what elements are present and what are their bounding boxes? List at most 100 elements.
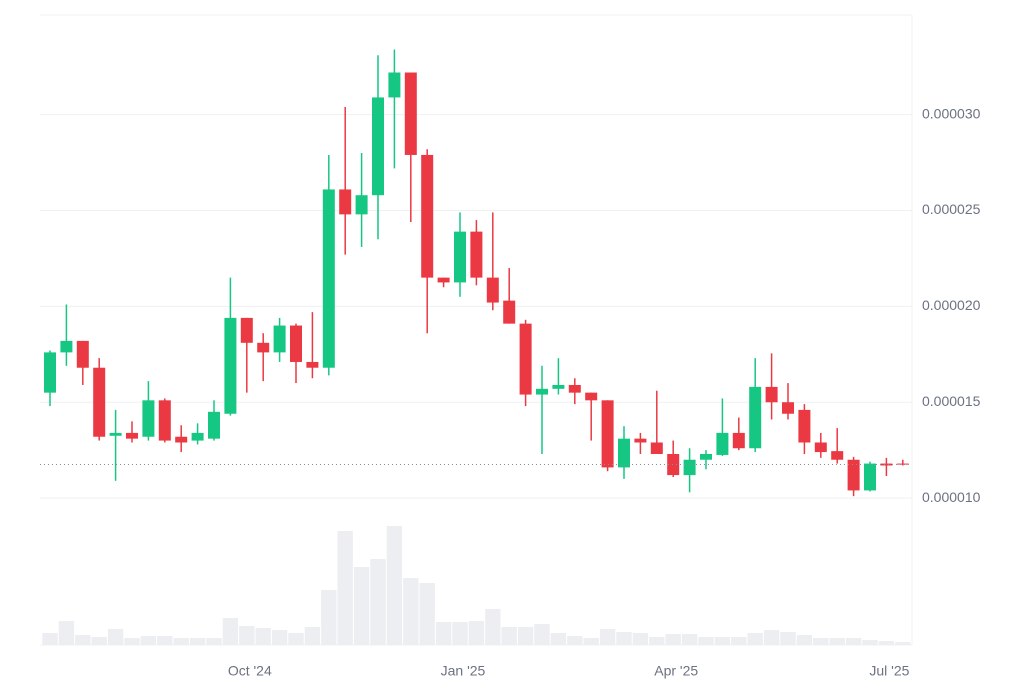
volume-bar: [75, 635, 91, 645]
candle-body: [257, 342, 270, 353]
volume-bar: [763, 630, 780, 645]
candle-body: [109, 432, 122, 436]
candle-body: [437, 277, 450, 283]
volume-bar: [845, 638, 862, 645]
volume-bar: [222, 618, 239, 645]
y-tick-label: 0.000025: [922, 201, 981, 217]
candle-body: [568, 384, 581, 393]
candle-body: [536, 388, 548, 395]
volume-bar: [157, 636, 173, 645]
candle-body: [355, 195, 368, 215]
candle-body: [208, 411, 220, 439]
x-tick-label: Apr '25: [654, 663, 698, 679]
candle-body: [765, 386, 778, 403]
volume-bar: [271, 630, 288, 645]
candle-body: [404, 72, 417, 155]
volume-bar: [698, 637, 714, 645]
volume-bar: [599, 629, 616, 645]
candle-body: [814, 442, 827, 453]
y-tick-label: 0.000030: [922, 105, 981, 121]
candle-body: [650, 442, 663, 454]
candle-body: [552, 384, 565, 389]
candle-body: [76, 340, 89, 368]
candle-body: [864, 463, 876, 491]
candle-body: [224, 317, 237, 414]
volume-bar: [370, 559, 386, 645]
volume-bar: [780, 632, 796, 645]
candle-body: [618, 438, 630, 468]
candle-body: [290, 325, 302, 362]
volume-bar: [862, 640, 878, 645]
volume-bar: [337, 531, 353, 645]
volume-bar: [403, 578, 419, 645]
candle-body: [585, 392, 598, 401]
candle-body: [388, 72, 401, 98]
volume-bar: [649, 637, 665, 645]
candle-body: [519, 323, 532, 395]
candle-body: [126, 432, 138, 439]
volume-bar: [616, 632, 632, 645]
volume-bar: [632, 633, 649, 645]
volume-bar: [58, 621, 75, 645]
volume-bar: [747, 633, 763, 645]
candle-body: [339, 189, 352, 215]
candle-body: [831, 451, 844, 460]
candle-body: [454, 231, 466, 283]
volume-bar: [583, 638, 599, 645]
volume-bar: [878, 641, 895, 645]
volume-bar: [107, 629, 124, 645]
x-tick-label: Jan '25: [441, 663, 486, 679]
volume-bar: [239, 626, 255, 645]
volume-bar: [419, 583, 435, 645]
candle-body: [306, 361, 319, 368]
volume-bar: [813, 638, 829, 645]
candle-body: [880, 463, 893, 466]
volume-bar: [731, 637, 747, 645]
candle-body: [372, 97, 384, 196]
candle-body: [667, 453, 680, 476]
volume-bar: [91, 637, 107, 645]
volume-bar: [206, 638, 222, 645]
volume-bar: [288, 633, 304, 645]
volume-bar: [714, 637, 731, 645]
volume-bar: [501, 627, 517, 645]
candle-body: [322, 189, 335, 368]
candle-body: [240, 317, 253, 343]
candle-body: [175, 436, 188, 443]
candle-body: [683, 459, 696, 476]
candle-body: [191, 432, 204, 441]
volume-bar: [567, 636, 583, 645]
volume-bar: [665, 634, 681, 645]
volume-bar: [386, 526, 403, 645]
candle-body: [421, 154, 434, 278]
volume-bar: [895, 642, 911, 645]
candle-body: [503, 300, 516, 324]
candle-body: [158, 400, 171, 441]
x-tick-label: Oct '24: [228, 663, 272, 679]
y-tick-label: 0.000010: [922, 489, 981, 505]
volume-bar: [140, 636, 157, 645]
volume-bar: [829, 638, 845, 645]
candle-body: [60, 340, 73, 353]
volume-bar: [534, 624, 550, 645]
volume-bar: [468, 621, 485, 645]
volume-bar: [42, 633, 58, 645]
candle-body: [732, 432, 745, 449]
candle-body: [486, 277, 499, 303]
y-tick-label: 0.000015: [922, 393, 981, 409]
volume-bar: [124, 638, 140, 645]
candle-body: [896, 463, 909, 465]
y-tick-label: 0.000020: [922, 297, 981, 313]
candle-body: [798, 409, 811, 443]
volume-bar: [681, 634, 698, 645]
candle-body: [273, 325, 286, 353]
candle-body: [44, 352, 56, 393]
x-tick-label: Jul '25: [869, 663, 909, 679]
candle-body: [716, 432, 729, 455]
candle-body: [93, 367, 106, 437]
volume-bar: [255, 628, 271, 645]
candle-body: [782, 402, 794, 414]
volume-bar: [304, 627, 321, 645]
volume-bar: [189, 638, 206, 645]
